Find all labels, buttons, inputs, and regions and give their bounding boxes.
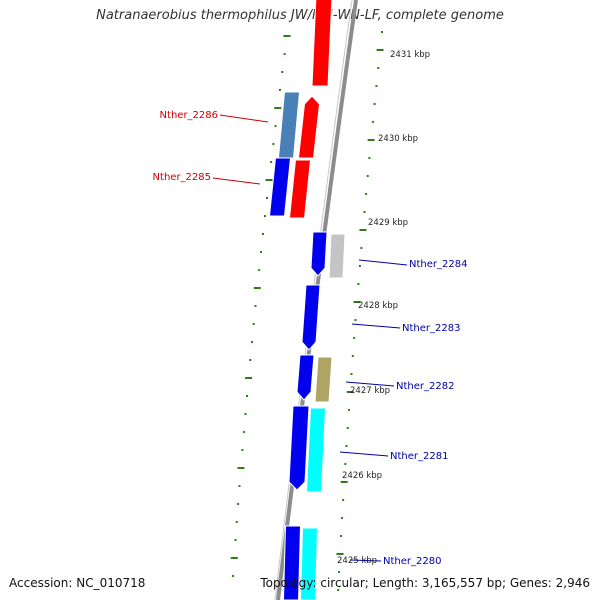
kbp-label: 2430 kbp: [378, 134, 418, 144]
gene-arrow: [299, 527, 319, 600]
gene-arrow: [288, 405, 310, 491]
leader-line: [339, 451, 389, 457]
gene-label-nther-2283[interactable]: Nther_2283: [402, 323, 460, 334]
kbp-label: 2426 kbp: [342, 471, 382, 481]
gene-label-nther-2285[interactable]: Nther_2285: [153, 172, 211, 183]
gene-label-nther-2282[interactable]: Nther_2282: [396, 381, 454, 392]
leader-line: [351, 323, 401, 329]
leader-line: [212, 177, 261, 185]
gene-label-nther-2286[interactable]: Nther_2286: [160, 110, 218, 121]
gene-features: [268, 0, 346, 600]
kbp-label: 2428 kbp: [358, 301, 398, 311]
gene-arrow: [297, 95, 321, 159]
topology-text: Topology: circular; Length: 3,165,557 bp…: [260, 576, 590, 590]
gene-arrow: [310, 231, 328, 277]
gene-label-nther-2281[interactable]: Nther_2281: [390, 451, 448, 462]
kbp-label: 2427 kbp: [350, 386, 390, 396]
gene-label-nther-2284[interactable]: Nther_2284: [409, 259, 467, 270]
kbp-labels: 2431 kbp 2430 kbp 2429 kbp 2428 kbp 2427…: [337, 50, 430, 566]
leader-line: [349, 559, 382, 562]
gene-arrow: [305, 407, 327, 493]
gene-arrow: [288, 159, 312, 219]
map-title: Natranaerobius thermophilus JW/NM-WN-LF,…: [96, 8, 504, 23]
tick-marks: [230, 31, 384, 591]
gene-labels: Nther_2286 Nther_2285 Nther_2284 Nther_2…: [153, 110, 468, 567]
gene-label-nther-2280[interactable]: Nther_2280: [383, 556, 441, 567]
kbp-label: 2425 kbp: [337, 556, 377, 566]
gene-arrow: [314, 356, 333, 403]
gene-arrow: [268, 157, 292, 217]
gene-arrow: [311, 0, 333, 87]
gene-arrow: [296, 354, 315, 401]
label-leaders: [212, 114, 408, 562]
gene-arrow: [277, 91, 301, 159]
gene-arrow: [328, 233, 346, 279]
leader-line: [358, 259, 408, 266]
gene-arrow: [282, 525, 302, 600]
leader-line: [219, 114, 269, 123]
gene-arrow: [301, 284, 321, 351]
accession-text: Accession: NC_010718: [9, 576, 146, 590]
kbp-label: 2429 kbp: [368, 218, 408, 228]
kbp-label: 2431 kbp: [390, 50, 430, 60]
leader-line: [345, 381, 395, 387]
